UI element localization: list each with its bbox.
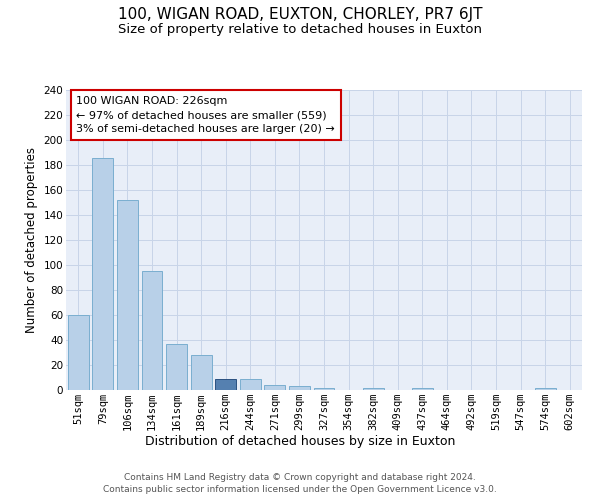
Text: 100, WIGAN ROAD, EUXTON, CHORLEY, PR7 6JT: 100, WIGAN ROAD, EUXTON, CHORLEY, PR7 6J… (118, 8, 482, 22)
Bar (412, 388, 433, 390)
Text: Size of property relative to detached houses in Euxton: Size of property relative to detached ho… (118, 22, 482, 36)
Y-axis label: Number of detached properties: Number of detached properties (25, 147, 38, 333)
Bar (289, 386, 310, 390)
Bar (68, 315, 89, 390)
Bar (265, 385, 286, 390)
Text: Contains public sector information licensed under the Open Government Licence v3: Contains public sector information licen… (103, 485, 497, 494)
Text: Contains HM Land Registry data © Crown copyright and database right 2024.: Contains HM Land Registry data © Crown c… (124, 472, 476, 482)
Bar (240, 379, 261, 390)
Text: 100 WIGAN ROAD: 226sqm
← 97% of detached houses are smaller (559)
3% of semi-det: 100 WIGAN ROAD: 226sqm ← 97% of detached… (76, 96, 335, 134)
Bar (117, 200, 138, 390)
Bar (191, 355, 212, 390)
Text: Distribution of detached houses by size in Euxton: Distribution of detached houses by size … (145, 435, 455, 448)
Bar (166, 344, 187, 390)
Bar (92, 158, 113, 390)
Bar (314, 388, 334, 390)
Bar (362, 388, 383, 390)
Bar (535, 388, 556, 390)
Bar (215, 379, 236, 390)
Bar (142, 271, 163, 390)
